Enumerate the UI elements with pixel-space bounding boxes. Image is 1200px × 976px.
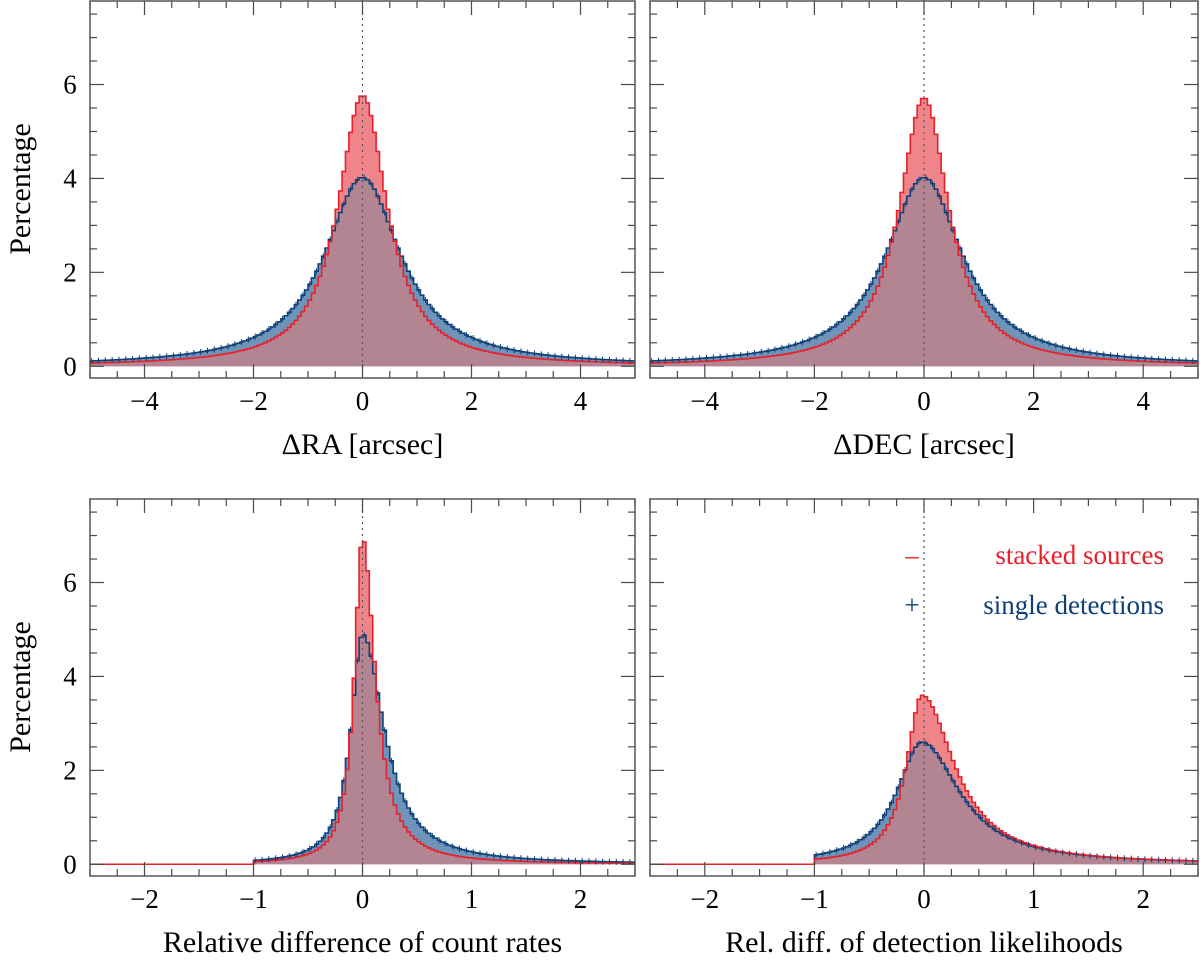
panel-top-right: −4 −2 0 2 4 ΔDEC [arcsec] [649, 0, 1199, 461]
x-axis-label: Rel. diff. of detection likelihoods [725, 926, 1123, 959]
x-tick-label: 0 [356, 884, 370, 914]
x-tick-label: −2 [239, 386, 268, 416]
y-tick-label: 0 [63, 849, 77, 879]
panel-bottom-right: −2 −1 0 1 2 Rel. diff. of detection likelihoo… [649, 498, 1199, 959]
x-tick-label: 2 [574, 884, 588, 914]
x-tick-label: −4 [690, 386, 719, 416]
legend-label: stacked sources [995, 540, 1164, 570]
panel-bottom-left: −2 −1 0 1 2 0 2 4 6 Relative difference of count … [4, 498, 636, 959]
x-tick-label: 1 [465, 884, 479, 914]
x-tick-label: 0 [917, 884, 931, 914]
x-tick-label: −2 [690, 884, 719, 914]
legend-label: single detections [983, 590, 1164, 620]
overlap-fill [90, 177, 635, 367]
x-tick-label: −2 [800, 386, 829, 416]
x-axis-label: Relative difference of count rates [163, 926, 562, 959]
x-tick-label: 4 [1136, 386, 1150, 416]
y-axis-label: Percentage [4, 621, 37, 753]
y-tick-label: 2 [63, 755, 77, 785]
x-tick-label: 2 [1027, 386, 1041, 416]
x-tick-label: −2 [130, 884, 159, 914]
y-tick-label: 4 [63, 661, 77, 691]
y-tick-label: 4 [63, 163, 77, 193]
stacked-sources-outline [90, 541, 635, 866]
legend: – stacked sources + single detections [904, 540, 1164, 620]
y-tick-label: 6 [63, 70, 77, 100]
x-tick-label: 2 [1136, 884, 1150, 914]
x-tick-label: −4 [130, 386, 159, 416]
y-tick-label: 0 [63, 351, 77, 381]
x-tick-label: 0 [356, 386, 370, 416]
overlap-fill [650, 742, 1198, 865]
overlap-fill [90, 635, 635, 865]
x-tick-label: 0 [917, 386, 931, 416]
y-axis-label: Percentage [4, 123, 37, 255]
y-tick-label: 6 [63, 568, 77, 598]
panel-top-left: −4 −2 0 2 4 0 2 4 6 ΔRA [arcsec] Percentage [4, 0, 636, 461]
x-tick-label: 2 [465, 386, 479, 416]
stacked-sources-outline [650, 97, 1198, 364]
x-tick-label: −1 [800, 884, 829, 914]
x-tick-label: 1 [1027, 884, 1041, 914]
single-detections-outline [90, 176, 635, 362]
x-tick-label: 4 [574, 386, 588, 416]
stacked-sources-outline [650, 694, 1198, 866]
legend-marker: – [904, 540, 919, 570]
overlap-fill [650, 177, 1198, 367]
x-tick-label: −1 [239, 884, 268, 914]
y-tick-label: 2 [63, 257, 77, 287]
legend-marker: + [904, 590, 919, 620]
single-detections-outline [650, 176, 1198, 362]
x-axis-label: ΔRA [arcsec] [282, 428, 444, 461]
x-axis-label: ΔDEC [arcsec] [833, 428, 1015, 461]
